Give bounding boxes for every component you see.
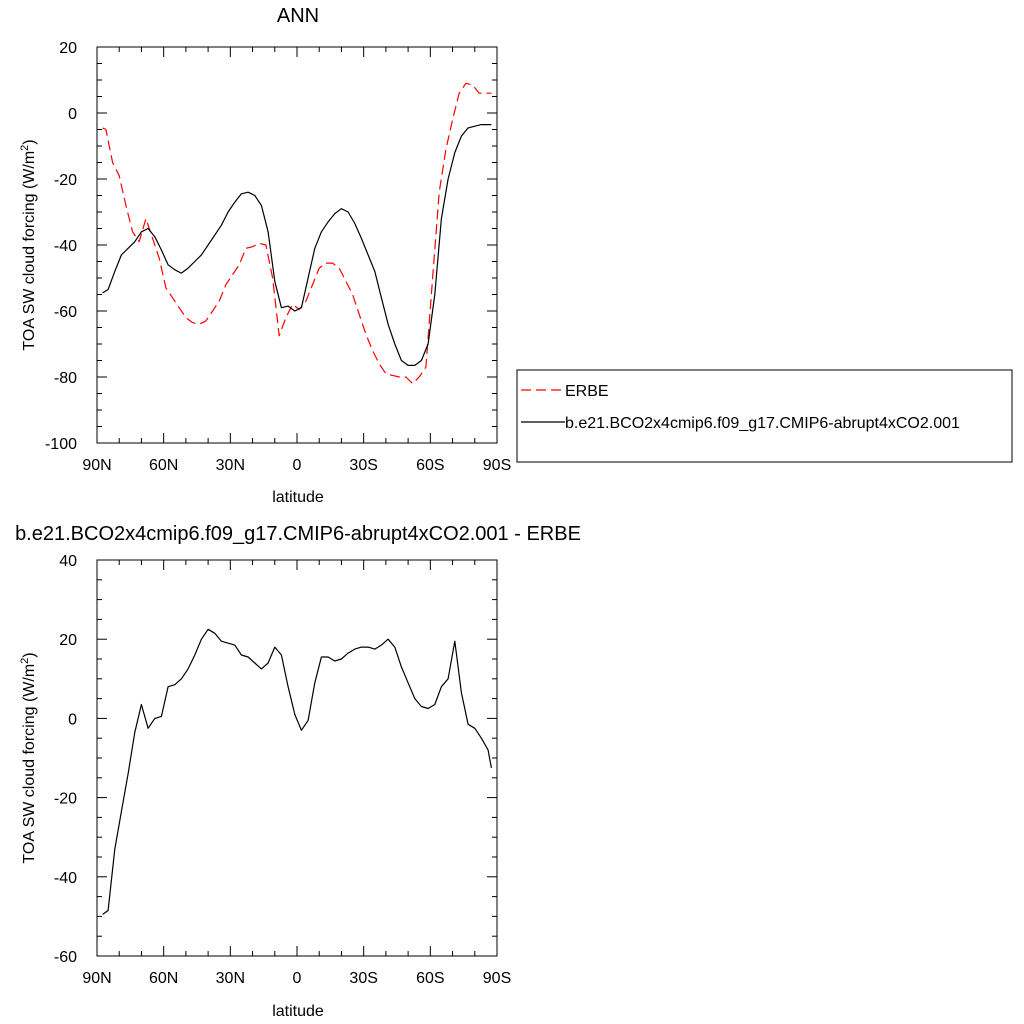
- bottom-y-tick-label: 0: [68, 711, 77, 728]
- legend: ERBE b.e21.BCO2x4cmip6.f09_g17.CMIP6-abr…: [516, 369, 1013, 463]
- bottom-x-tick-labels: 90N 60N 30N 0 30S 60S 90S: [82, 970, 511, 987]
- bottom-panel-title: b.e21.BCO2x4cmip6.f09_g17.CMIP6-abrupt4x…: [15, 523, 581, 545]
- bottom-x-axis-label: latitude: [272, 1003, 324, 1020]
- top-x-tick-label: 60N: [149, 457, 178, 474]
- bottom-y-axis-label-sup: 2: [19, 658, 31, 664]
- top-y-tick-labels: 20 0 -20 -40 -60 -80 -100: [45, 40, 77, 453]
- bottom-plot-frame: [96, 559, 498, 957]
- top-x-tick-label: 60S: [416, 457, 444, 474]
- bottom-y-tick-label: -40: [54, 870, 77, 887]
- top-x-tick-labels: 90N 60N 30N 0 30S 60S 90S: [82, 457, 511, 474]
- top-series-line-model: [102, 123, 492, 366]
- bottom-x-tick-label: 90S: [483, 970, 511, 987]
- bottom-y-tick-label: -60: [54, 949, 77, 966]
- bottom-y-axis-label-text: TOA SW cloud forcing (W/m: [21, 664, 38, 864]
- bottom-y-tick-label: -20: [54, 791, 77, 808]
- top-y-tick-label: -80: [54, 370, 77, 387]
- bottom-tick-marks: [96, 559, 498, 957]
- top-x-tick-label: 30N: [216, 457, 245, 474]
- top-y-tick-label: -20: [54, 172, 77, 189]
- top-series-line-erbe: [102, 82, 492, 385]
- top-y-axis-label: TOA SW cloud forcing (W/m2): [19, 139, 38, 350]
- top-x-axis-label: latitude: [272, 489, 324, 506]
- top-panel: ANN 90N 60N 30N 0 30S 60S 90S 20 0 -20 -40 -60 -80 -…: [19, 5, 1013, 506]
- top-y-axis-label-tail: ): [21, 139, 38, 144]
- bottom-series-line-difference: [102, 628, 492, 915]
- bottom-y-tick-labels: 40 20 0 -20 -40 -60: [54, 553, 77, 966]
- top-x-tick-label: 90S: [483, 457, 511, 474]
- bottom-series-lines: [102, 628, 492, 915]
- bottom-x-tick-label: 0: [293, 970, 302, 987]
- top-y-tick-label: 0: [68, 106, 77, 123]
- bottom-x-tick-label: 90N: [82, 970, 111, 987]
- top-y-tick-label: 20: [59, 40, 77, 57]
- top-series-lines: [102, 82, 492, 385]
- top-panel-title: ANN: [277, 5, 319, 27]
- top-y-tick-label: -100: [45, 436, 77, 453]
- legend-model-label: b.e21.BCO2x4cmip6.f09_g17.CMIP6-abrupt4x…: [565, 415, 960, 432]
- bottom-y-axis-label-tail: ): [21, 652, 38, 657]
- bottom-y-tick-label: 40: [59, 553, 77, 570]
- top-y-axis-label-sup: 2: [19, 145, 31, 151]
- top-x-tick-label: 0: [293, 457, 302, 474]
- bottom-x-tick-label: 30S: [349, 970, 377, 987]
- bottom-y-tick-label: 20: [59, 632, 77, 649]
- top-x-tick-label: 90N: [82, 457, 111, 474]
- top-plot-frame: [96, 46, 498, 444]
- bottom-x-tick-label: 30N: [216, 970, 245, 987]
- bottom-panel: b.e21.BCO2x4cmip6.f09_g17.CMIP6-abrupt4x…: [15, 523, 581, 1020]
- top-y-axis-label-text: TOA SW cloud forcing (W/m: [21, 151, 38, 351]
- legend-box: [516, 369, 1013, 463]
- bottom-x-tick-label: 60S: [416, 970, 444, 987]
- top-tick-marks: [96, 46, 498, 444]
- legend-erbe-label: ERBE: [565, 383, 609, 400]
- top-y-tick-label: -40: [54, 238, 77, 255]
- bottom-x-tick-label: 60N: [149, 970, 178, 987]
- top-y-tick-label: -60: [54, 304, 77, 321]
- bottom-y-axis-label: TOA SW cloud forcing (W/m2): [19, 652, 38, 863]
- top-x-tick-label: 30S: [349, 457, 377, 474]
